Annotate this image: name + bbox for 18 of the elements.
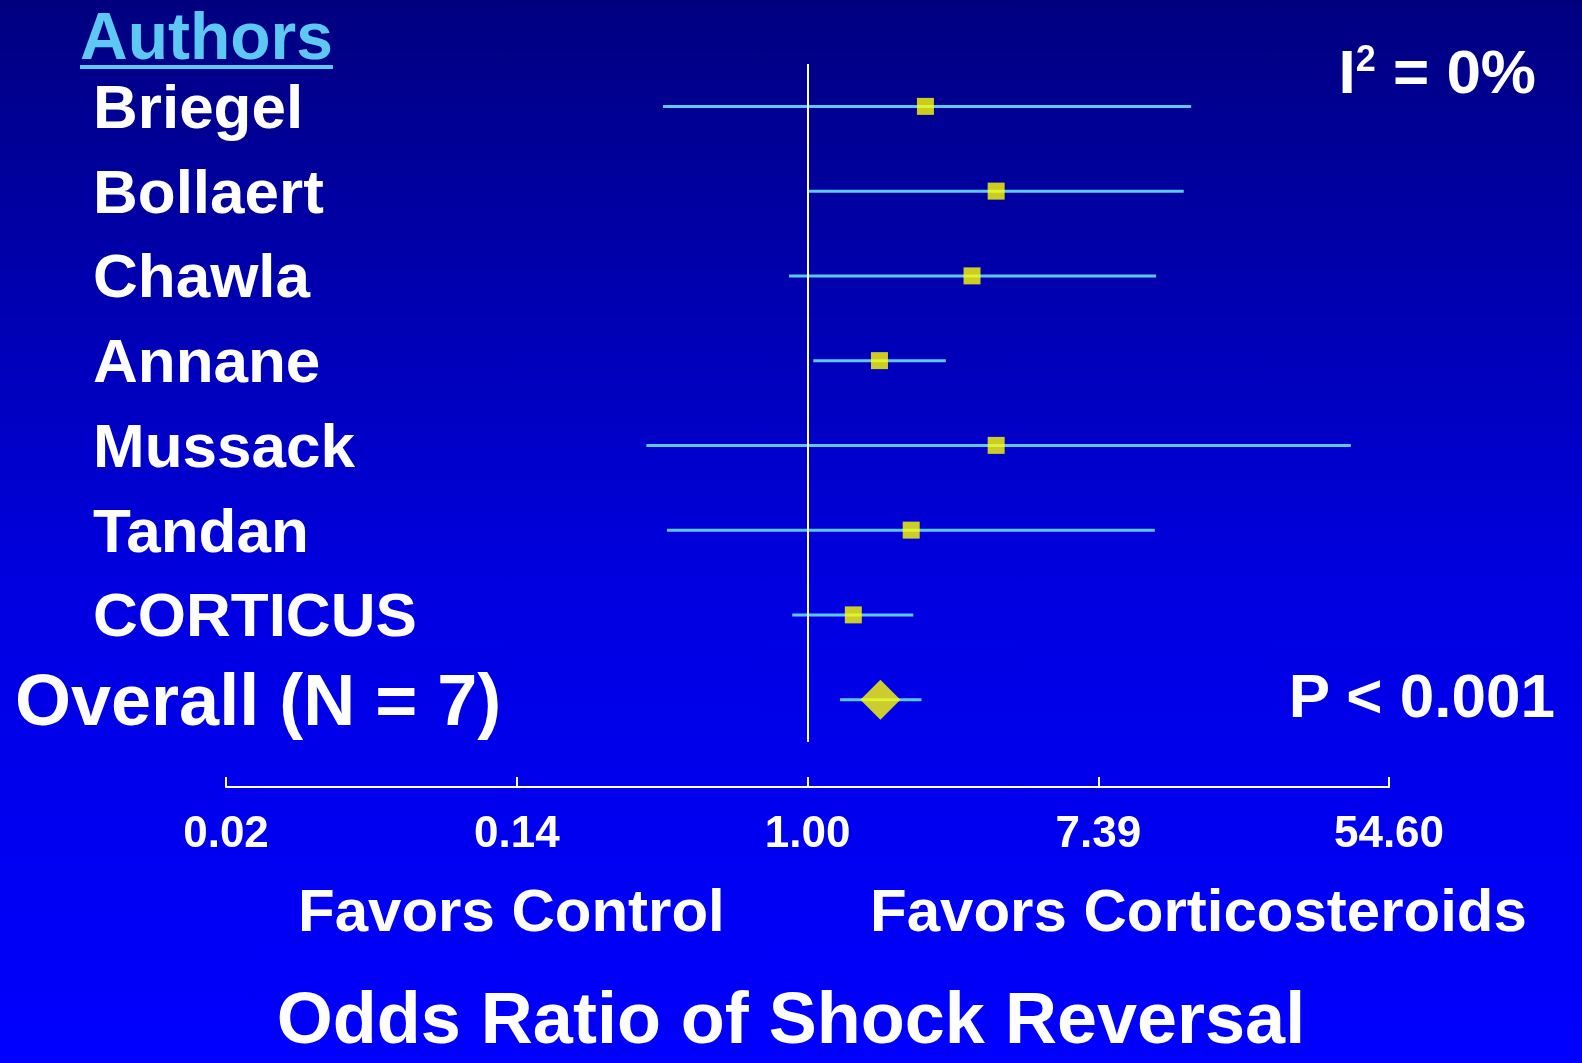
y-tick-label: Mussack — [93, 410, 356, 480]
annotation: P < 0.001 — [1288, 660, 1555, 730]
x-tick-label: 0.02 — [183, 806, 269, 856]
x-tick-label: 7.39 — [1055, 806, 1142, 856]
x-tick-label: 54.60 — [1333, 806, 1445, 856]
y-tick-label: Annane — [93, 326, 321, 396]
y-tick-label: Bollaert — [93, 156, 324, 226]
y-tick-label: Tandan — [93, 495, 309, 565]
y-tick-label: Overall (N = 7) — [15, 659, 502, 740]
y-axis-title: Authors — [80, 0, 333, 73]
y-tick-label: Briegel — [93, 71, 304, 141]
y-tick-label: Chawla — [93, 241, 311, 311]
text: Favors Control — [298, 876, 725, 944]
x-tick-label: 0.14 — [473, 806, 561, 856]
y-tick-label: CORTICUS — [93, 580, 417, 650]
x-axis-title: Odds Ratio of Shock Reversal — [276, 978, 1306, 1058]
text: Favors Corticosteroids — [870, 876, 1527, 944]
x-tick-label: 1.00 — [764, 806, 851, 856]
